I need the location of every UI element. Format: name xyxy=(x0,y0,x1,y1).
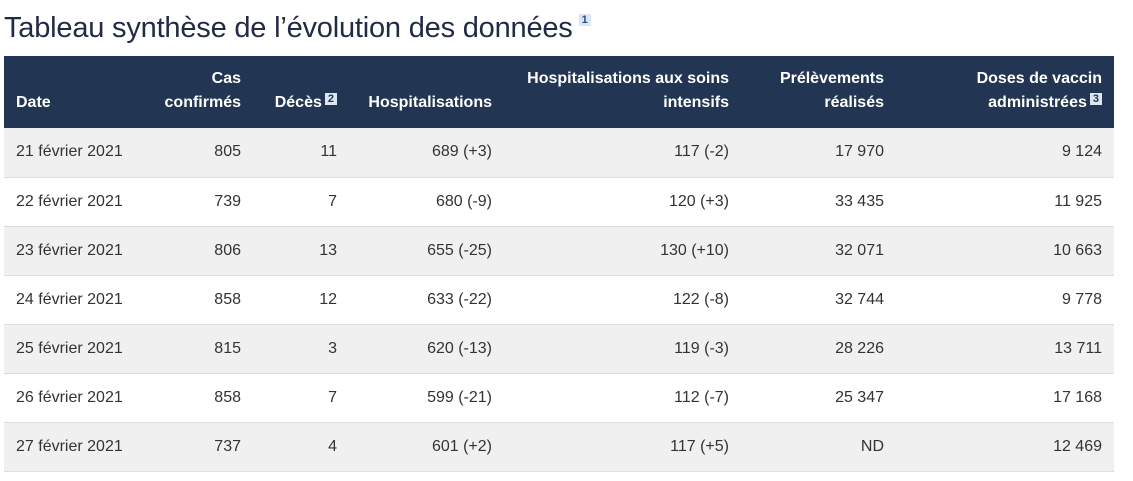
cell-cas: 815 xyxy=(214,339,241,357)
cell-deces: 7 xyxy=(328,388,337,406)
header-prel-line1: Prélèvements xyxy=(779,70,884,87)
cell-deces: 4 xyxy=(328,437,337,455)
cell-date: 25 février 2021 xyxy=(16,339,123,357)
cell-hosp-si: 120 (+3) xyxy=(668,192,729,210)
cell-doses: 10 663 xyxy=(1053,241,1102,259)
table-header: Date Cas confirmés Décès 2 Hospitalisation… xyxy=(4,56,1114,128)
cell-cas: 739 xyxy=(214,192,241,210)
header-doses-vaccin: Doses de vaccin administrées 3 xyxy=(896,56,1114,128)
cell-deces: 12 xyxy=(319,290,337,308)
header-cas-line1: Cas xyxy=(211,70,241,87)
cell-hosp-si: 117 (-2) xyxy=(674,143,729,161)
header-hospitalisations: Hospitalisations xyxy=(368,94,492,111)
cell-cas: 858 xyxy=(214,290,241,308)
cell-doses: 17 168 xyxy=(1053,388,1102,406)
cell-date: 27 février 2021 xyxy=(16,437,123,455)
cell-prel: 28 226 xyxy=(835,339,884,357)
header-date: Date xyxy=(16,94,51,111)
table-row: 26 février 2021 858 7 599 (-21) 112 (-7)… xyxy=(4,373,1114,422)
table-row: 22 février 2021 739 7 680 (-9) 120 (+3) … xyxy=(4,177,1114,226)
cell-date: 24 février 2021 xyxy=(16,290,123,308)
data-table: Date Cas confirmés Décès 2 Hospitalisation… xyxy=(4,56,1114,472)
header-hosp-si-line1: Hospitalisations aux soins xyxy=(527,70,729,87)
cell-hosp-si: 130 (+10) xyxy=(660,241,729,259)
header-doses-line2: administrées xyxy=(988,94,1087,111)
table-row: 21 février 2021 805 11 689 (+3) 117 (-2)… xyxy=(4,128,1114,177)
cell-prel: 33 435 xyxy=(835,192,884,210)
cell-hosp-si: 122 (-8) xyxy=(672,290,729,308)
header-prelevements: Prélèvements réalisés xyxy=(741,56,896,128)
cell-prel: ND xyxy=(860,437,884,455)
cell-date: 22 février 2021 xyxy=(16,192,123,210)
cell-prel: 32 744 xyxy=(835,290,884,308)
header-hosp-si-line2: intensifs xyxy=(663,94,729,111)
cell-cas: 806 xyxy=(214,241,241,259)
table-body: 21 février 2021 805 11 689 (+3) 117 (-2)… xyxy=(4,128,1114,471)
cell-deces: 7 xyxy=(328,192,337,210)
cell-hosp: 633 (-22) xyxy=(427,290,492,308)
cell-hosp-si: 112 (-7) xyxy=(674,388,729,406)
cell-prel: 32 071 xyxy=(835,241,884,259)
cell-date: 23 février 2021 xyxy=(16,241,123,259)
title-footnote-link[interactable]: 1 xyxy=(578,14,591,26)
cell-deces: 11 xyxy=(320,143,337,161)
cell-deces: 3 xyxy=(328,339,337,357)
content: Tableau synthèse de l’évolution des donn… xyxy=(4,0,1114,472)
cell-cas: 737 xyxy=(214,437,241,455)
table-row: 24 février 2021 858 12 633 (-22) 122 (-8… xyxy=(4,275,1114,324)
header-hosp-soins-intensifs: Hospitalisations aux soins intensifs xyxy=(504,56,741,128)
header-deces-label: Décès xyxy=(274,94,322,111)
cell-hosp: 680 (-9) xyxy=(435,192,492,210)
cell-date: 26 février 2021 xyxy=(16,388,123,406)
cell-prel: 17 970 xyxy=(835,143,884,161)
cell-hosp-si: 117 (+5) xyxy=(670,437,729,455)
cell-hosp-si: 119 (-3) xyxy=(674,339,729,357)
table-row: 25 février 2021 815 3 620 (-13) 119 (-3)… xyxy=(4,324,1114,373)
header-cas-confirmes: Cas confirmés xyxy=(146,56,253,128)
header-prel-line2: réalisés xyxy=(824,94,884,111)
cell-doses: 11 925 xyxy=(1054,192,1102,210)
header-doses-line1: Doses de vaccin xyxy=(976,70,1102,87)
cell-deces: 13 xyxy=(319,241,337,259)
cell-hosp: 655 (-25) xyxy=(427,241,492,259)
cell-doses: 9 124 xyxy=(1061,143,1102,161)
cell-doses: 12 469 xyxy=(1053,437,1102,455)
cell-date: 21 février 2021 xyxy=(16,143,123,161)
table-row: 23 février 2021 806 13 655 (-25) 130 (+1… xyxy=(4,226,1114,275)
table-row: 27 février 2021 737 4 601 (+2) 117 (+5) … xyxy=(4,422,1114,471)
doses-footnote-link[interactable]: 3 xyxy=(1089,93,1102,105)
cell-cas: 805 xyxy=(214,143,241,161)
page-title: Tableau synthèse de l’évolution des donn… xyxy=(4,0,1114,44)
cell-hosp: 599 (-21) xyxy=(427,388,492,406)
deces-footnote-link[interactable]: 2 xyxy=(324,93,337,105)
cell-hosp: 689 (+3) xyxy=(431,143,492,161)
header-row: Date Cas confirmés Décès 2 Hospitalisation… xyxy=(4,56,1114,128)
header-cas-line2: confirmés xyxy=(164,94,241,111)
cell-cas: 858 xyxy=(214,388,241,406)
header-deces: Décès 2 xyxy=(253,56,349,128)
cell-hosp: 601 (+2) xyxy=(431,437,492,455)
page-title-text: Tableau synthèse de l’évolution des donn… xyxy=(4,12,573,44)
cell-doses: 9 778 xyxy=(1061,290,1102,308)
cell-hosp: 620 (-13) xyxy=(427,339,492,357)
cell-prel: 25 347 xyxy=(835,388,884,406)
cell-doses: 13 711 xyxy=(1054,339,1102,357)
